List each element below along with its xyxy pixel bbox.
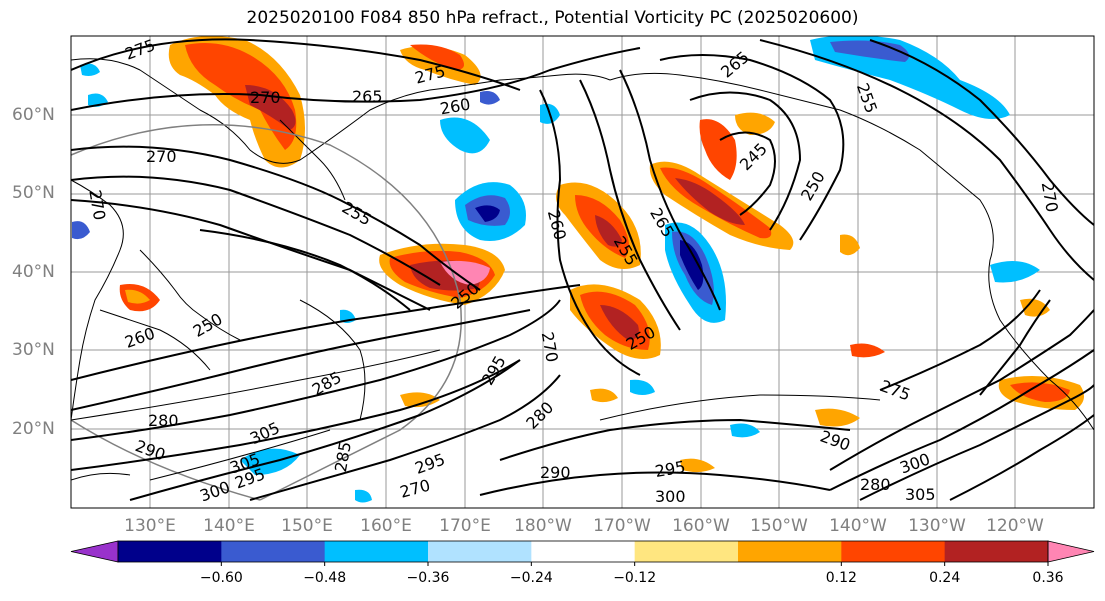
colorbar-segment bbox=[324, 541, 429, 562]
colorbar bbox=[70, 540, 1095, 563]
contour-label: 300 bbox=[655, 487, 686, 506]
map-frame bbox=[70, 35, 1095, 509]
map-title: 2025020100 F084 850 hPa refract., Potent… bbox=[246, 8, 859, 28]
colorbar-tick-label: 0.36 bbox=[1032, 570, 1063, 586]
colorbar-extend-low bbox=[70, 540, 119, 563]
lon-label: 180°W bbox=[514, 516, 572, 536]
colorbar-segment bbox=[221, 541, 326, 562]
lat-label: 50°N bbox=[12, 183, 55, 203]
colorbar-tick-label: 0.12 bbox=[826, 570, 857, 586]
contour-label: 270 bbox=[250, 88, 281, 107]
lon-label: 170°W bbox=[593, 516, 651, 536]
lon-label: 170°E bbox=[439, 516, 491, 536]
colorbar-border bbox=[117, 540, 1049, 563]
colorbar-segment bbox=[634, 541, 739, 562]
longitude-labels: 130°E 140°E 150°E 160°E 170°E 180°W 170°… bbox=[124, 516, 1044, 536]
lon-label: 130°W bbox=[908, 516, 966, 536]
contour-label: 290 bbox=[540, 463, 571, 482]
colorbar-tick-label: −0.48 bbox=[303, 570, 346, 586]
graticule bbox=[71, 36, 1094, 508]
lon-label: 160°W bbox=[672, 516, 730, 536]
colorbar-tick-label: −0.60 bbox=[200, 570, 243, 586]
lat-label: 40°N bbox=[12, 262, 55, 282]
lat-label: 20°N bbox=[12, 419, 55, 439]
colorbar-tick-label: −0.24 bbox=[510, 570, 553, 586]
lon-label: 140°E bbox=[203, 516, 255, 536]
lon-label: 160°E bbox=[360, 516, 412, 536]
colorbar-segment bbox=[118, 541, 222, 562]
lat-label: 30°N bbox=[12, 340, 55, 360]
colorbar-segment bbox=[738, 541, 842, 562]
lon-label: 150°E bbox=[281, 516, 333, 536]
refractivity-contours bbox=[71, 38, 1094, 501]
colorbar-tick-label: 0.24 bbox=[929, 570, 960, 586]
pv-thin-contours bbox=[71, 299, 881, 481]
lon-label: 140°W bbox=[829, 516, 887, 536]
contour-label: 270 bbox=[146, 147, 177, 166]
colorbar-extend-high bbox=[1047, 540, 1095, 563]
colorbar-segment bbox=[841, 541, 946, 562]
map-plot-area: 275 275 270 265 260 265 255 270 245 250 … bbox=[71, 36, 1094, 508]
latitude-labels: 60°N 50°N 40°N 30°N 20°N bbox=[12, 105, 55, 439]
lat-label: 60°N bbox=[12, 105, 55, 125]
contour-label: 280 bbox=[148, 411, 179, 430]
colorbar-segment bbox=[944, 541, 1049, 562]
contour-label: 280 bbox=[860, 475, 891, 494]
colorbar-tick-label: −0.12 bbox=[613, 570, 656, 586]
contour-label: 265 bbox=[352, 87, 383, 106]
colorbar-segment bbox=[531, 541, 636, 562]
lon-label: 130°E bbox=[124, 516, 176, 536]
pv-shading bbox=[72, 36, 1084, 503]
colorbar-tick-labels: −0.60−0.48−0.36−0.24−0.120.120.240.360.4… bbox=[200, 562, 1064, 586]
lon-label: 150°W bbox=[750, 516, 808, 536]
colorbar-tick-label: −0.36 bbox=[407, 570, 450, 586]
lon-label: 120°W bbox=[986, 516, 1044, 536]
projection-arc bbox=[71, 124, 462, 501]
colorbar-segment bbox=[428, 541, 532, 562]
contour-label: 305 bbox=[905, 485, 936, 504]
